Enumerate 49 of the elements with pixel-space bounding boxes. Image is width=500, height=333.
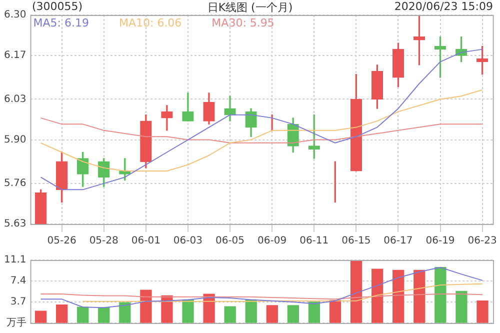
y-tick-label: 5.76 <box>4 178 26 190</box>
bar <box>224 306 236 323</box>
text: MA5: 6.19 <box>33 16 89 30</box>
x-tick-label: 06-19 <box>426 236 455 247</box>
x-tick-label: 05-26 <box>47 236 76 247</box>
bar <box>308 302 320 323</box>
text: 2020/06/23 15:09 <box>394 0 493 13</box>
text: MA30: 5.95 <box>212 16 274 30</box>
bar <box>56 304 68 323</box>
bar <box>392 270 404 323</box>
bar <box>287 305 300 323</box>
bar <box>98 307 110 323</box>
bar <box>350 260 362 323</box>
bar <box>266 305 278 323</box>
bar <box>434 267 446 323</box>
text: MA10: 6.06 <box>118 16 182 30</box>
x-tick-label: 06-01 <box>131 236 160 247</box>
x-tick-label: 06-11 <box>300 236 329 247</box>
y-tick-label: 6.03 <box>4 94 26 105</box>
bar <box>476 300 488 323</box>
bar <box>203 294 215 323</box>
bar <box>77 306 89 323</box>
bar <box>329 300 342 323</box>
y-tick-label: 3.7 <box>10 296 26 308</box>
y-tick-label: 11.1 <box>4 254 26 266</box>
text: (300055) <box>32 0 83 13</box>
bar <box>414 270 426 323</box>
bar <box>140 290 152 323</box>
bar <box>119 302 131 323</box>
y-tick-label: 5.90 <box>4 134 26 146</box>
x-tick-label: 06-03 <box>173 236 202 247</box>
x-tick-label: 06-05 <box>215 236 245 247</box>
y-tick-label: 万手 <box>6 316 26 329</box>
y-tick-label: 5.63 <box>4 218 26 230</box>
bar <box>182 299 194 323</box>
bar <box>371 268 384 323</box>
y-tick-label: 6.17 <box>4 50 26 62</box>
x-tick-label: 06-09 <box>258 236 287 247</box>
x-tick-label: 06-23 <box>468 236 497 247</box>
bar <box>456 290 468 323</box>
bar <box>34 310 47 323</box>
y-tick-label: 6.30 <box>4 10 26 21</box>
x-tick-label: 06-17 <box>384 236 413 247</box>
chart-title: 日K线图 (一个月) <box>207 1 293 14</box>
y-tick-label: 7.4 <box>10 276 26 287</box>
bar <box>161 295 173 323</box>
bar <box>245 299 257 323</box>
x-tick-label: 05-28 <box>89 236 118 247</box>
x-tick-label: 06-15 <box>342 236 371 247</box>
